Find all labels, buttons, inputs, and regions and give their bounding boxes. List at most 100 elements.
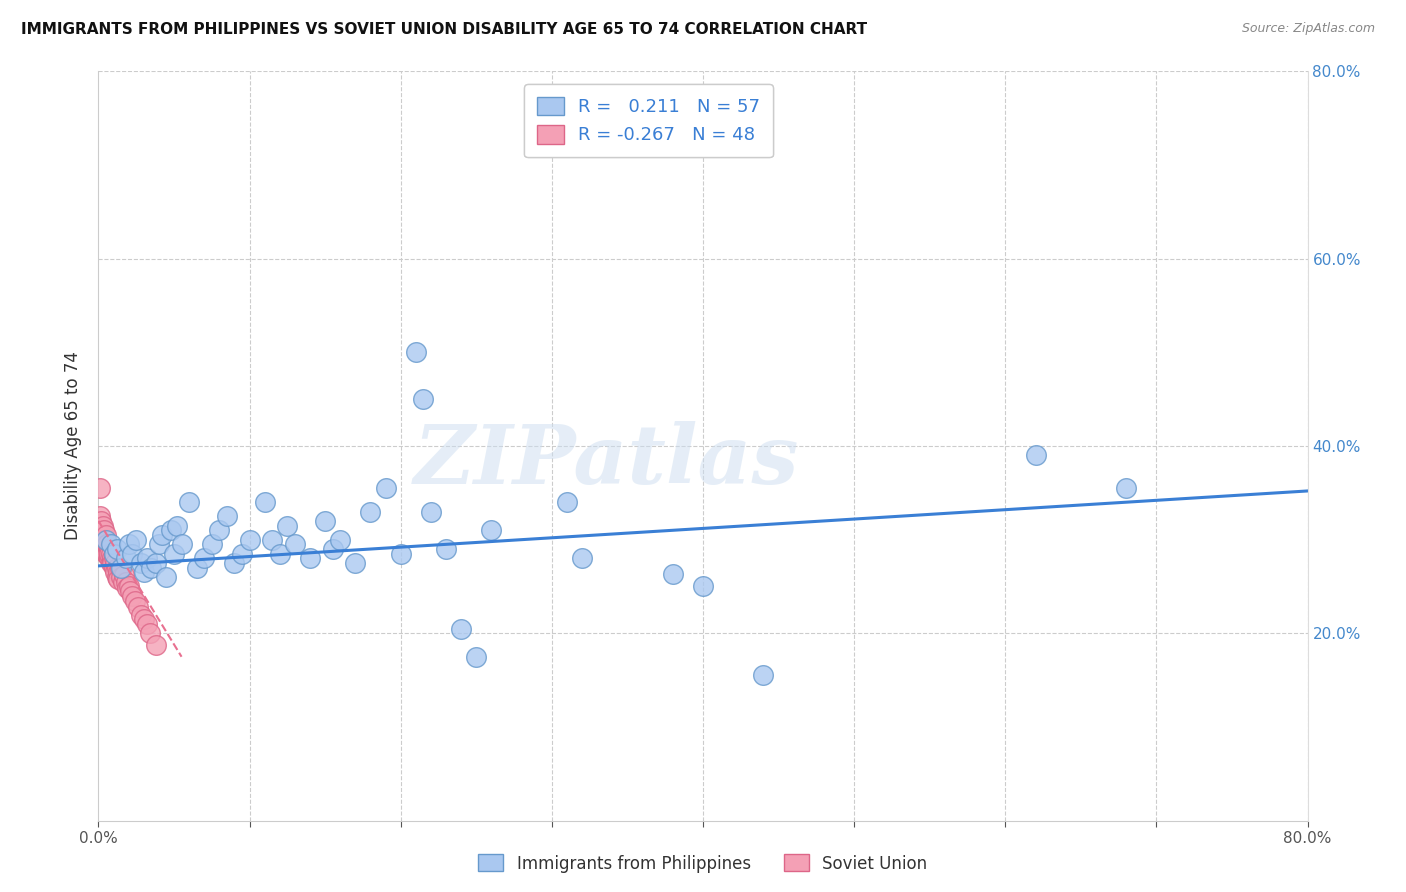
Point: [269, 547, 291, 561]
Point: [135, 617, 157, 632]
Point: [389, 547, 412, 561]
Point: [101, 556, 124, 570]
Point: [224, 556, 246, 570]
Point: [93, 533, 115, 547]
Point: [105, 542, 128, 557]
Point: [100, 556, 122, 570]
Point: [103, 547, 125, 561]
Point: [135, 551, 157, 566]
Point: [284, 537, 307, 551]
Point: [96, 542, 118, 557]
Point: [127, 600, 149, 615]
Point: [112, 568, 135, 582]
Point: [100, 537, 122, 551]
Point: [465, 649, 488, 664]
Point: [98, 542, 121, 557]
Point: [201, 537, 224, 551]
Text: Source: ZipAtlas.com: Source: ZipAtlas.com: [1241, 22, 1375, 36]
Point: [105, 570, 128, 584]
Point: [132, 612, 155, 626]
Point: [141, 561, 163, 575]
Point: [115, 582, 138, 596]
Point: [434, 542, 457, 557]
Point: [108, 561, 131, 575]
Point: [160, 524, 183, 538]
Point: [121, 589, 143, 603]
Point: [94, 537, 117, 551]
Point: [148, 537, 170, 551]
Point: [752, 668, 775, 682]
Legend: Immigrants from Philippines, Soviet Union: Immigrants from Philippines, Soviet Unio…: [471, 847, 935, 880]
Point: [1115, 481, 1137, 495]
Point: [118, 537, 141, 551]
Point: [150, 528, 173, 542]
Point: [110, 561, 132, 575]
Point: [481, 524, 503, 538]
Point: [94, 528, 117, 542]
Point: [170, 537, 193, 551]
Point: [93, 524, 115, 538]
Point: [107, 566, 129, 580]
Point: [193, 551, 215, 566]
Point: [412, 392, 434, 407]
Point: [360, 505, 382, 519]
Point: [90, 537, 112, 551]
Point: [104, 566, 127, 580]
Point: [93, 542, 115, 557]
Point: [104, 556, 127, 570]
Point: [124, 593, 146, 607]
Point: [145, 556, 167, 570]
Point: [103, 551, 125, 566]
Point: [125, 533, 148, 547]
Point: [98, 547, 121, 561]
Point: [129, 556, 152, 570]
Point: [253, 495, 276, 509]
Point: [405, 345, 427, 359]
Point: [329, 533, 352, 547]
Point: [91, 518, 114, 533]
Point: [110, 570, 132, 584]
Point: [118, 580, 141, 594]
Point: [163, 547, 186, 561]
Point: [322, 542, 344, 557]
Y-axis label: Disability Age 65 to 74: Disability Age 65 to 74: [65, 351, 83, 541]
Point: [114, 551, 136, 566]
Point: [262, 533, 284, 547]
Point: [129, 607, 152, 622]
Point: [89, 481, 111, 495]
Point: [94, 547, 117, 561]
Point: [111, 574, 134, 589]
Point: [374, 481, 396, 495]
Point: [139, 626, 162, 640]
Text: ZIPatlas: ZIPatlas: [413, 421, 799, 501]
Point: [661, 567, 683, 582]
Point: [90, 514, 112, 528]
Point: [450, 622, 472, 636]
Point: [121, 547, 143, 561]
Point: [555, 495, 578, 509]
Point: [105, 561, 128, 575]
Point: [120, 584, 142, 599]
Point: [1024, 449, 1046, 463]
Point: [208, 524, 231, 538]
Point: [276, 518, 298, 533]
Point: [215, 509, 238, 524]
Point: [90, 524, 112, 538]
Point: [571, 551, 593, 566]
Point: [145, 638, 167, 652]
Point: [132, 566, 155, 580]
Text: IMMIGRANTS FROM PHILIPPINES VS SOVIET UNION DISABILITY AGE 65 TO 74 CORRELATION : IMMIGRANTS FROM PHILIPPINES VS SOVIET UN…: [21, 22, 868, 37]
Point: [101, 551, 124, 566]
Point: [91, 537, 114, 551]
Point: [186, 561, 208, 575]
Point: [299, 551, 322, 566]
Point: [179, 495, 201, 509]
Point: [155, 570, 177, 584]
Point: [344, 556, 367, 570]
Point: [239, 533, 262, 547]
Point: [420, 505, 443, 519]
Point: [692, 580, 714, 594]
Point: [166, 518, 188, 533]
Point: [96, 537, 118, 551]
Point: [231, 547, 253, 561]
